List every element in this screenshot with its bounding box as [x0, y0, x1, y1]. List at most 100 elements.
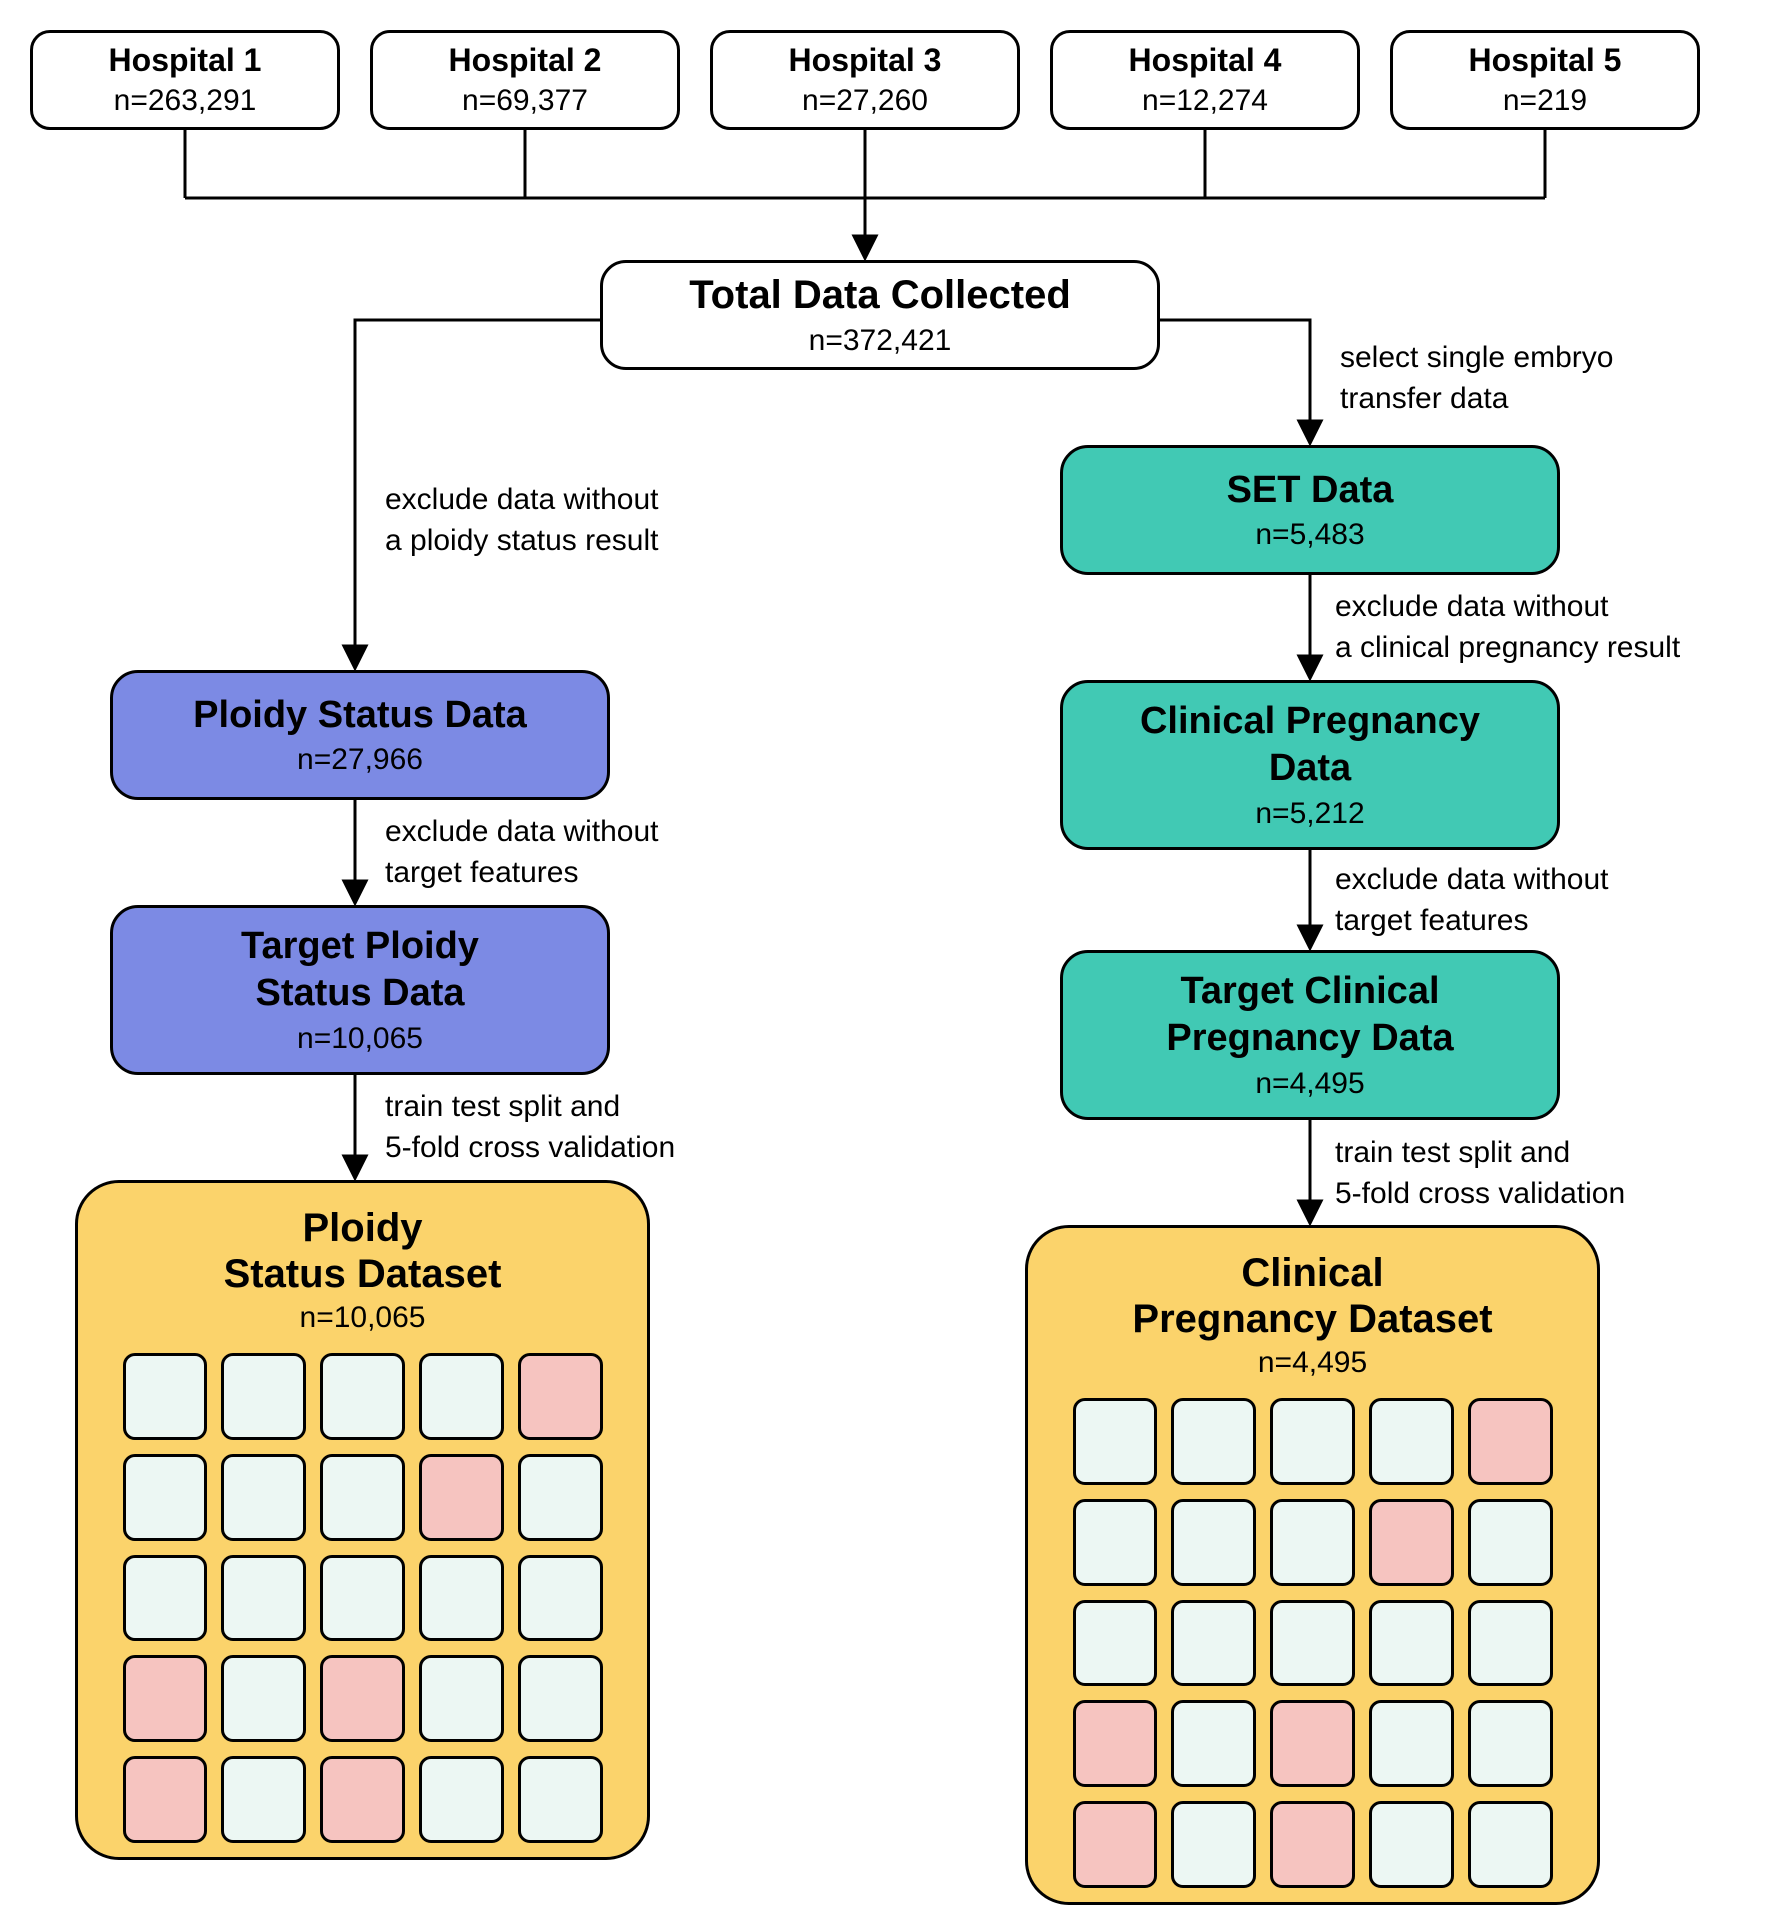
ploidy-dataset-title-1: Ploidy	[302, 1205, 422, 1251]
grid-cell	[1171, 1600, 1256, 1687]
grid-cell	[1171, 1398, 1256, 1485]
grid-cell	[320, 1353, 405, 1440]
grid-cell	[1369, 1499, 1454, 1586]
node-ploidy-dataset: Ploidy Status Dataset n=10,065	[75, 1180, 650, 1860]
note-exclude-left-targets: exclude data without target features	[385, 812, 659, 893]
grid-cell	[320, 1655, 405, 1742]
node-hospital-2: Hospital 2 n=69,377	[370, 30, 680, 130]
node-hospital-3: Hospital 3 n=27,260	[710, 30, 1020, 130]
ploidy-status-n: n=27,966	[297, 741, 423, 779]
note-select-set: select single embryo transfer data	[1340, 338, 1613, 419]
target-ploidy-title-1: Target Ploidy	[241, 923, 479, 971]
grid-cell	[1369, 1398, 1454, 1485]
grid-cell	[1073, 1499, 1158, 1586]
grid-cell	[123, 1555, 208, 1642]
note-split-right: train test split and 5-fold cross valida…	[1335, 1133, 1625, 1214]
node-hospital-4: Hospital 4 n=12,274	[1050, 30, 1360, 130]
clinical-dataset-title-1: Clinical	[1241, 1250, 1383, 1296]
grid-cell	[419, 1555, 504, 1642]
grid-cell	[221, 1454, 306, 1541]
grid-cell	[1369, 1600, 1454, 1687]
grid-cell	[320, 1454, 405, 1541]
grid-cell	[1171, 1700, 1256, 1787]
ploidy-dataset-n: n=10,065	[300, 1301, 426, 1335]
grid-cell	[1468, 1700, 1553, 1787]
grid-cell	[1468, 1398, 1553, 1485]
clinical-dataset-title-2: Pregnancy Dataset	[1132, 1296, 1492, 1342]
grid-cell	[1073, 1700, 1158, 1787]
grid-cell	[1270, 1499, 1355, 1586]
hospital-3-title: Hospital 3	[789, 40, 942, 80]
node-clinical-dataset: Clinical Pregnancy Dataset n=4,495	[1025, 1225, 1600, 1905]
grid-cell	[1468, 1499, 1553, 1586]
grid-cell	[123, 1353, 208, 1440]
grid-cell	[123, 1655, 208, 1742]
hospital-2-n: n=69,377	[462, 82, 588, 120]
grid-cell	[221, 1655, 306, 1742]
grid-cell	[518, 1353, 603, 1440]
grid-cell	[221, 1555, 306, 1642]
cpd-title-2: Data	[1269, 745, 1351, 793]
grid-cell	[419, 1655, 504, 1742]
grid-cell	[1270, 1801, 1355, 1888]
grid-cell	[1171, 1801, 1256, 1888]
hospital-5-title: Hospital 5	[1469, 40, 1622, 80]
hospital-2-title: Hospital 2	[449, 40, 602, 80]
hospital-3-n: n=27,260	[802, 82, 928, 120]
grid-cell	[518, 1756, 603, 1843]
grid-cell	[1073, 1801, 1158, 1888]
grid-cell	[1073, 1398, 1158, 1485]
node-target-ploidy: Target Ploidy Status Data n=10,065	[110, 905, 610, 1075]
hospital-1-title: Hospital 1	[109, 40, 262, 80]
cpd-n: n=5,212	[1255, 795, 1364, 833]
grid-cell	[1468, 1801, 1553, 1888]
grid-cell	[1369, 1801, 1454, 1888]
node-ploidy-status-data: Ploidy Status Data n=27,966	[110, 670, 610, 800]
total-title: Total Data Collected	[689, 270, 1071, 320]
note-split-left: train test split and 5-fold cross valida…	[385, 1087, 675, 1168]
grid-cell	[518, 1454, 603, 1541]
set-title: SET Data	[1227, 467, 1394, 515]
grid-cell	[419, 1756, 504, 1843]
ploidy-dataset-grid	[113, 1353, 613, 1853]
grid-cell	[1270, 1600, 1355, 1687]
hospital-5-n: n=219	[1503, 82, 1587, 120]
set-n: n=5,483	[1255, 516, 1364, 554]
grid-cell	[221, 1756, 306, 1843]
tcpd-n: n=4,495	[1255, 1065, 1364, 1103]
grid-cell	[1468, 1600, 1553, 1687]
cpd-title-1: Clinical Pregnancy	[1140, 698, 1480, 746]
tcpd-title-1: Target Clinical	[1180, 968, 1439, 1016]
node-target-clinical-pregnancy: Target Clinical Pregnancy Data n=4,495	[1060, 950, 1560, 1120]
clinical-dataset-n: n=4,495	[1258, 1346, 1367, 1380]
grid-cell	[320, 1555, 405, 1642]
node-hospital-5: Hospital 5 n=219	[1390, 30, 1700, 130]
note-exclude-ploidy: exclude data without a ploidy status res…	[385, 480, 659, 561]
node-hospital-1: Hospital 1 n=263,291	[30, 30, 340, 130]
hospital-4-title: Hospital 4	[1129, 40, 1282, 80]
grid-cell	[1171, 1499, 1256, 1586]
hospital-1-n: n=263,291	[114, 82, 257, 120]
ploidy-dataset-title-2: Status Dataset	[224, 1251, 502, 1297]
grid-cell	[1270, 1700, 1355, 1787]
grid-cell	[1270, 1398, 1355, 1485]
node-total-collected: Total Data Collected n=372,421	[600, 260, 1160, 370]
grid-cell	[1073, 1600, 1158, 1687]
total-n: n=372,421	[809, 322, 952, 360]
flowchart-canvas: Hospital 1 n=263,291 Hospital 2 n=69,377…	[30, 30, 1740, 1819]
tcpd-title-2: Pregnancy Data	[1166, 1015, 1453, 1063]
note-exclude-cp: exclude data without a clinical pregnanc…	[1335, 587, 1680, 668]
ploidy-status-title: Ploidy Status Data	[193, 692, 527, 740]
grid-cell	[123, 1756, 208, 1843]
target-ploidy-n: n=10,065	[297, 1020, 423, 1058]
grid-cell	[518, 1555, 603, 1642]
grid-cell	[123, 1454, 208, 1541]
grid-cell	[320, 1756, 405, 1843]
grid-cell	[419, 1353, 504, 1440]
grid-cell	[419, 1454, 504, 1541]
grid-cell	[221, 1353, 306, 1440]
note-exclude-right-targets: exclude data without target features	[1335, 860, 1609, 941]
clinical-dataset-grid	[1063, 1398, 1563, 1898]
target-ploidy-title-2: Status Data	[255, 970, 464, 1018]
grid-cell	[1369, 1700, 1454, 1787]
